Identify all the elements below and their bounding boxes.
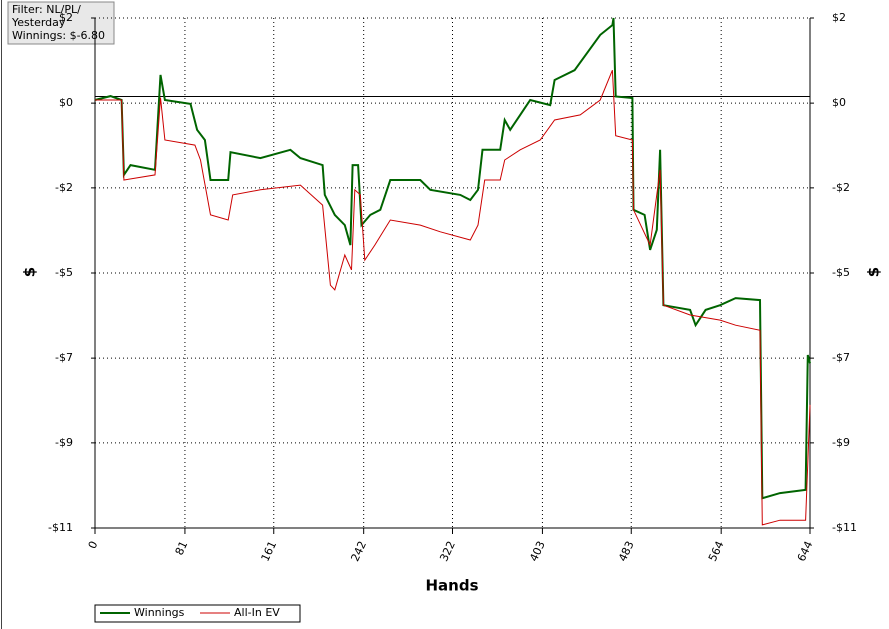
y2-tick-label: -$11 [832, 521, 857, 534]
x-tick-label: 483 [616, 539, 637, 564]
y2-tick-label: $0 [832, 96, 846, 109]
y-tick-label: -$2 [55, 181, 73, 194]
y-tick-label: -$11 [48, 521, 73, 534]
y2-tick-label: -$5 [832, 266, 850, 279]
y2-tick-label: -$7 [832, 351, 850, 364]
x-tick-label: 403 [527, 539, 548, 564]
x-tick-label: 322 [437, 539, 458, 564]
legend-box [94, 604, 301, 623]
legend-label: Winnings [134, 606, 185, 619]
x-tick-label: 242 [348, 539, 369, 564]
x-tick-label: 161 [259, 539, 280, 564]
filter-box: Filter: NL/PL/ Yesterday Winnings: $-6.8… [7, 1, 115, 45]
y-tick-label: -$9 [55, 436, 73, 449]
filter-box-bg [7, 1, 115, 45]
x-axis-title: Hands [425, 577, 478, 595]
filter-line: Yesterday [11, 16, 66, 29]
filter-line: Filter: NL/PL/ [12, 3, 81, 16]
y2-tick-label: -$2 [832, 181, 850, 194]
y-axis-title: $ [21, 267, 39, 277]
legend-label: All-In EV [234, 606, 280, 619]
y2-tick-label: $2 [832, 11, 846, 24]
x-tick-label: 564 [706, 539, 727, 564]
y-tick-label: -$7 [55, 351, 73, 364]
y-tick-label: $0 [59, 96, 73, 109]
x-tick-label: 644 [795, 539, 816, 564]
filter-line: Winnings: $-6.80 [12, 29, 105, 42]
series-line [94, 17, 811, 500]
y-tick-label: -$5 [55, 266, 73, 279]
x-tick-label: 81 [173, 539, 191, 557]
y2-axis-title: $ [865, 267, 883, 277]
x-tick-label: 0 [86, 539, 101, 551]
y-tick-label: $2 [59, 11, 73, 24]
series-line [95, 70, 811, 526]
y2-tick-label: -$9 [832, 436, 850, 449]
